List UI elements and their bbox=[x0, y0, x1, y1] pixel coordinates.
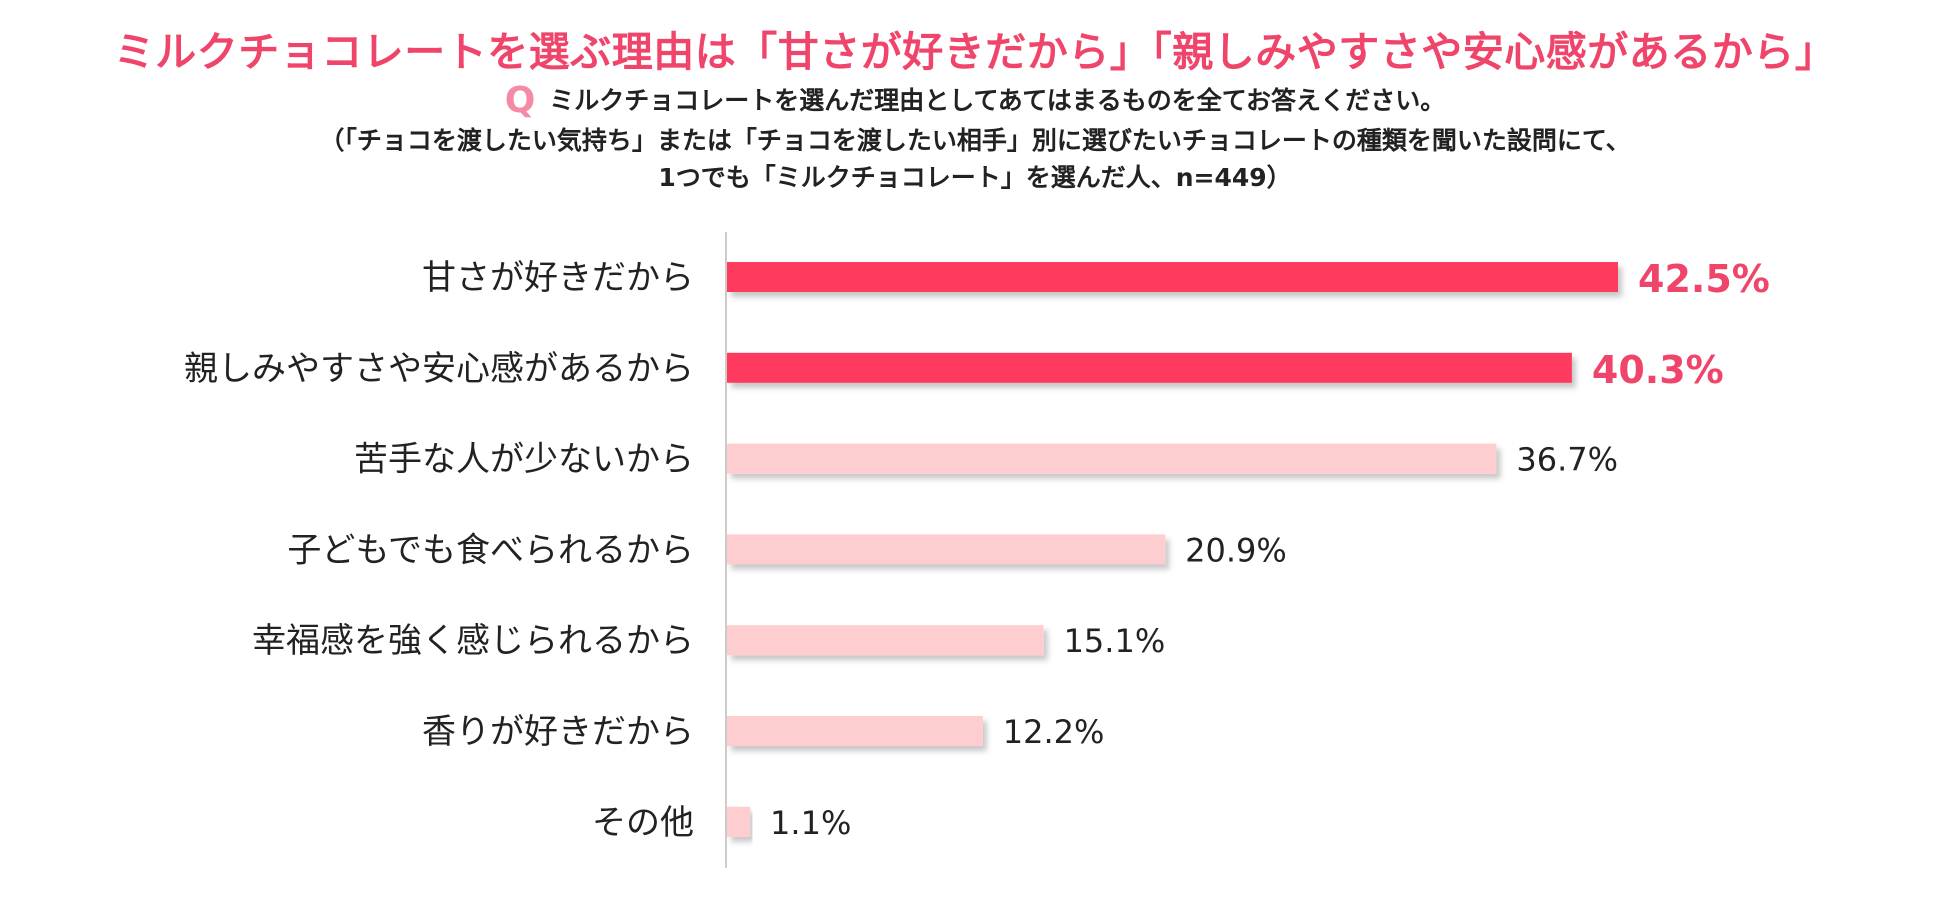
value-label: 40.3% bbox=[1592, 348, 1724, 392]
bar bbox=[727, 443, 1497, 474]
category-label: 親しみやすさや安心感があるから bbox=[184, 349, 694, 389]
bar-group: 苦手な人が少ないから 36.7% bbox=[354, 440, 1618, 480]
category-label: 子どもでも食べられるから bbox=[287, 530, 694, 570]
value-label: 15.1% bbox=[1064, 622, 1166, 660]
category-label: 甘さが好きだから bbox=[422, 258, 694, 298]
category-label: 苦手な人が少ないから bbox=[354, 440, 694, 480]
value-label: 36.7% bbox=[1516, 441, 1618, 479]
question-text: ミルクチョコレートを選んだ理由としてあてはまるものを全てお答えください。 bbox=[549, 86, 1446, 115]
value-label: 1.1% bbox=[770, 804, 851, 842]
category-label: 幸福感を強く感じられるから bbox=[252, 621, 694, 661]
bar-group: 親しみやすさや安心感があるから 40.3% bbox=[184, 348, 1724, 392]
category-label: その他 bbox=[592, 803, 694, 843]
bar-group: 甘さが好きだから 42.5% bbox=[422, 257, 1770, 301]
bar-group: 香りが好きだから 12.2% bbox=[422, 712, 1104, 752]
bar-group: その他 1.1% bbox=[592, 803, 851, 843]
bar bbox=[727, 534, 1166, 565]
bar-group: 幸福感を強く感じられるから 15.1% bbox=[252, 621, 1165, 661]
bar bbox=[727, 262, 1618, 292]
note-line-2: 1つでも「ミルクチョコレート」を選んだ人、n=449） bbox=[658, 163, 1292, 192]
value-label: 42.5% bbox=[1638, 257, 1770, 301]
category-label: 香りが好きだから bbox=[422, 712, 694, 752]
question-line: Q ミルクチョコレートを選んだ理由としてあてはまるものを全てお答えください。 bbox=[0, 80, 1950, 121]
value-label: 20.9% bbox=[1185, 531, 1287, 569]
question-mark: Q bbox=[504, 80, 536, 121]
bar bbox=[727, 625, 1044, 656]
bar bbox=[727, 806, 751, 837]
value-label: 12.2% bbox=[1003, 713, 1105, 751]
bar bbox=[727, 716, 983, 746]
bar bbox=[727, 352, 1572, 383]
note-line-1: （「チョコを渡したい気持ち」または「チョコを渡したい相手」別に選びたいチョコレー… bbox=[319, 126, 1631, 155]
chart-title: ミルクチョコレートを選ぶ理由は「甘さが好きだから」「親しみやすさや安心感があるか… bbox=[113, 28, 1837, 76]
bar-group: 子どもでも食べられるから 20.9% bbox=[287, 530, 1286, 570]
